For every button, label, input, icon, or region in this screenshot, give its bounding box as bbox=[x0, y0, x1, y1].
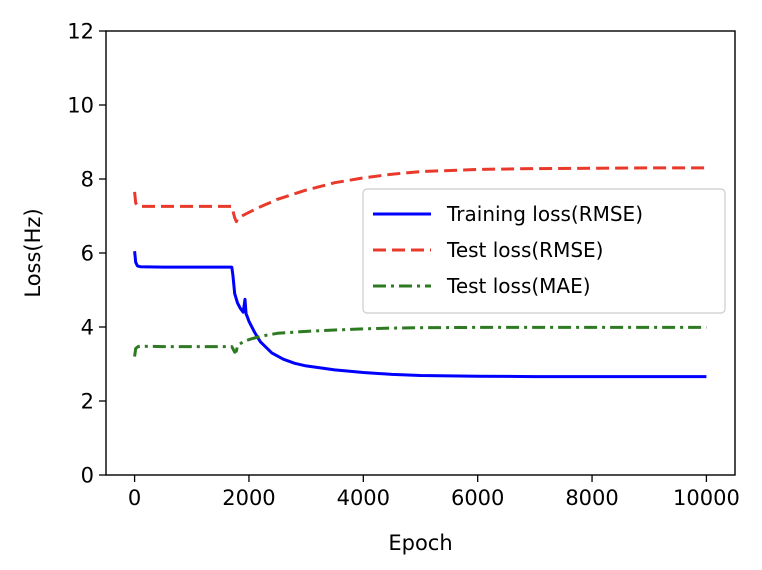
legend: Training loss(RMSE) Test loss(RMSE) Test l… bbox=[362, 188, 726, 314]
y-tick-label: 12 bbox=[67, 20, 94, 44]
y-tick-label: 4 bbox=[81, 316, 94, 340]
y-tick-label: 6 bbox=[81, 242, 94, 266]
legend-label: Test loss(MAE) bbox=[446, 274, 591, 298]
x-tick-label: 8000 bbox=[565, 486, 618, 510]
legend-label: Training loss(RMSE) bbox=[446, 202, 643, 226]
legend-label: Test loss(RMSE) bbox=[446, 238, 603, 262]
y-tick-label: 8 bbox=[81, 168, 94, 192]
x-tick-label: 2000 bbox=[222, 486, 275, 510]
axis-ticks: 0 2000 4000 6000 8000 10000 0 2 4 6 8 10 12 bbox=[67, 20, 740, 511]
x-tick-label: 10000 bbox=[673, 486, 740, 510]
plot-area bbox=[133, 166, 707, 379]
series-line-2 bbox=[133, 166, 707, 224]
y-axis-label: Loss(Hz) bbox=[21, 208, 45, 297]
series-line-1 bbox=[133, 251, 707, 379]
y-tick-label: 2 bbox=[81, 390, 94, 414]
legend-box bbox=[362, 188, 726, 314]
x-tick-label: 0 bbox=[128, 486, 141, 510]
y-tick-label: 10 bbox=[67, 94, 94, 118]
x-tick-label: 4000 bbox=[337, 486, 390, 510]
series-line-3 bbox=[133, 325, 707, 357]
plot-frame bbox=[105, 30, 736, 476]
x-tick-label: 6000 bbox=[451, 486, 504, 510]
y-tick-label: 0 bbox=[81, 464, 94, 488]
x-axis-label: Epoch bbox=[388, 531, 452, 555]
